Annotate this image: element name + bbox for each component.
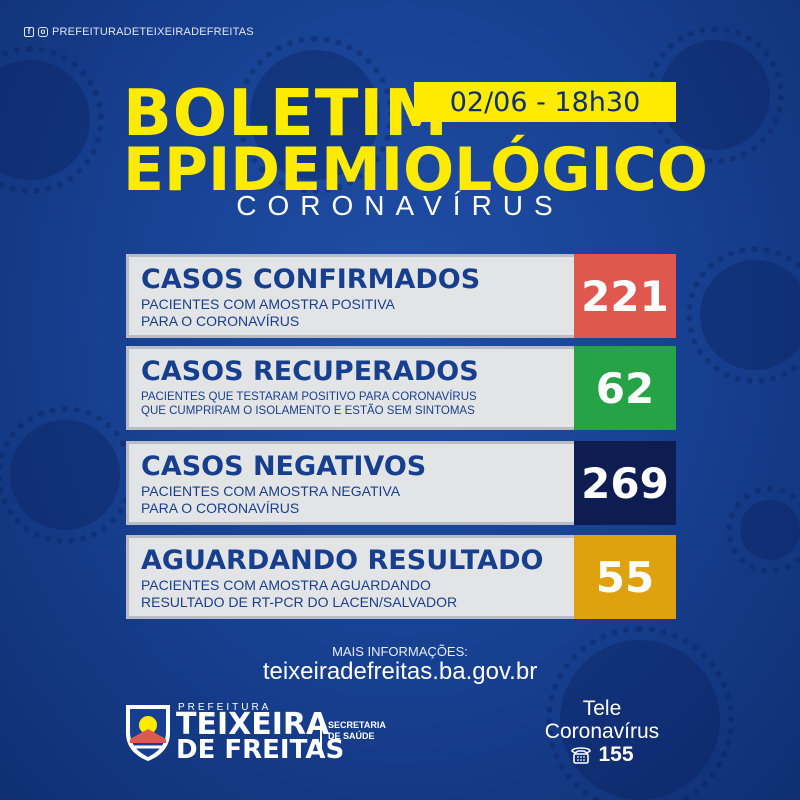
stat-info: CASOS CONFIRMADOS PACIENTES COM AMOSTRA … xyxy=(126,254,574,338)
stat-row-negative: CASOS NEGATIVOS PACIENTES COM AMOSTRA NE… xyxy=(126,441,676,525)
title-line1: BOLETIM xyxy=(123,77,449,151)
secretaria-line1: SECRETARIA xyxy=(328,720,386,730)
virus-decoration xyxy=(0,46,104,194)
city-name-line1: TEIXEIRA xyxy=(176,707,330,742)
virus-decoration xyxy=(546,626,734,800)
website-link[interactable]: teixeiradefreitas.ba.gov.br xyxy=(262,658,538,685)
virus-decoration xyxy=(726,486,800,574)
social-handle-text: PREFEITURADETEIXEIRADEFREITAS xyxy=(52,26,254,38)
stat-value: 55 xyxy=(574,535,676,619)
logo-divider xyxy=(320,714,322,752)
stat-value: 62 xyxy=(574,346,676,430)
instagram-icon: o xyxy=(38,27,48,37)
stat-row-pending: AGUARDANDO RESULTADO PACIENTES COM AMOST… xyxy=(126,535,676,619)
social-handle: f o PREFEITURADETEIXEIRADEFREITAS xyxy=(24,26,254,38)
stat-desc-line1: PACIENTES COM AMOSTRA AGUARDANDO xyxy=(141,577,431,593)
stat-title: CASOS CONFIRMADOS xyxy=(141,264,481,295)
stat-row-recovered: CASOS RECUPERADOS PACIENTES QUE TESTARAM… xyxy=(126,346,676,430)
tele-phone[interactable]: 155 xyxy=(532,743,672,766)
phone-icon xyxy=(571,746,592,764)
stat-desc-line1: PACIENTES QUE TESTARAM POSITIVO PARA COR… xyxy=(141,391,477,403)
stat-value: 269 xyxy=(574,441,676,525)
title-line2: EPIDEMIOLÓGICO xyxy=(123,135,708,205)
subtitle: CORONAVÍRUS xyxy=(236,190,564,221)
tele-coronavirus: Tele Coronavírus 155 xyxy=(532,697,672,766)
stat-desc-line2: RESULTADO DE RT-PCR DO LACEN/SALVADOR xyxy=(141,594,458,610)
stat-value: 221 xyxy=(574,254,676,338)
stat-desc-line1: PACIENTES COM AMOSTRA NEGATIVA xyxy=(141,483,401,499)
virus-decoration xyxy=(646,26,784,164)
stat-title: AGUARDANDO RESULTADO xyxy=(141,545,544,576)
date-badge: 02/06 - 18h30 xyxy=(414,82,676,122)
facebook-icon: f xyxy=(24,27,34,37)
secretaria-label: SECRETARIA DE SAÚDE xyxy=(328,720,386,742)
stat-desc-line2: PARA O CORONAVÍRUS xyxy=(141,500,300,516)
more-info-label: MAIS INFORMAÇÕES: xyxy=(332,644,468,659)
stat-desc-line2: QUE CUMPRIRAM O ISOLAMENTO E ESTÃO SEM S… xyxy=(141,405,475,417)
stat-row-confirmed: CASOS CONFIRMADOS PACIENTES COM AMOSTRA … xyxy=(126,254,676,338)
prefeitura-label: PREFEITURA xyxy=(178,702,272,713)
stat-info: AGUARDANDO RESULTADO PACIENTES COM AMOST… xyxy=(126,535,574,619)
tele-number: 155 xyxy=(598,743,634,766)
tele-line1: Tele xyxy=(582,697,622,720)
stat-info: CASOS RECUPERADOS PACIENTES QUE TESTARAM… xyxy=(126,346,574,430)
stat-title: CASOS RECUPERADOS xyxy=(141,356,479,387)
stat-desc-line1: PACIENTES COM AMOSTRA POSITIVA xyxy=(141,296,395,312)
virus-decoration xyxy=(686,246,800,384)
stat-desc-line2: PARA O CORONAVÍRUS xyxy=(141,313,300,329)
city-name-line2: DE FREITAS xyxy=(176,735,345,765)
secretaria-line2: DE SAÚDE xyxy=(328,731,375,741)
stat-title: CASOS NEGATIVOS xyxy=(141,451,427,482)
city-crest-icon xyxy=(126,705,170,761)
tele-line2: Coronavírus xyxy=(544,720,660,743)
virus-decoration xyxy=(236,36,394,194)
stat-info: CASOS NEGATIVOS PACIENTES COM AMOSTRA NE… xyxy=(126,441,574,525)
virus-decoration xyxy=(0,406,134,544)
